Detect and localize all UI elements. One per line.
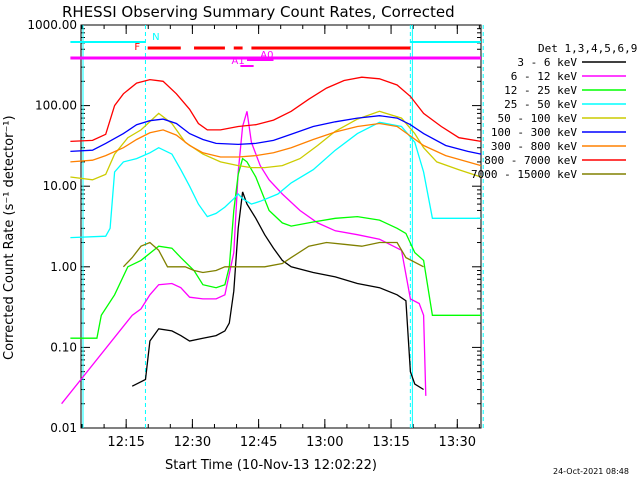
series-line-7 — [70, 76, 482, 143]
y-tick-label: 1.00 — [50, 260, 77, 274]
x-tick-label: 13:15 — [372, 435, 409, 450]
y-tick-label: 1000.00 — [27, 18, 77, 32]
plot-area: 1000.00 100.00 10.00 1.00 0.10 0.01 12:15 12:30… — [27, 18, 626, 450]
flag-label: A0 — [260, 50, 273, 61]
x-tick-label: 12:45 — [240, 435, 277, 450]
x-tick-label: 12:30 — [174, 435, 211, 450]
flag-label: A1 — [232, 56, 245, 67]
plot-frame — [80, 24, 482, 429]
series-line-8 — [122, 241, 424, 274]
y-tick-label: 0.01 — [50, 421, 77, 435]
y-axis-label: Corrected Count Rate (s⁻¹ detector⁻¹) — [2, 115, 17, 360]
series-line-4 — [70, 110, 482, 181]
flag-label: N — [152, 32, 159, 43]
legend-entry-label: 3 - 6 keV — [517, 56, 577, 69]
series-line-6 — [70, 122, 482, 167]
legend-entry-label: 6 - 12 keV — [511, 70, 578, 83]
footer-date: 24-Oct-2021 08:48 — [553, 467, 629, 476]
legend-entry-label: 7000 - 15000 keV — [471, 168, 577, 181]
legend-title: Det 1,3,4,5,6,9 — [538, 42, 637, 55]
y-tick-label: 10.00 — [43, 179, 77, 193]
flag-label: F — [134, 42, 140, 53]
y-tick-label: 100.00 — [35, 99, 77, 113]
legend-entry-label: 100 - 300 keV — [491, 126, 577, 139]
chart-title: RHESSI Observing Summary Count Rates, Co… — [62, 3, 455, 21]
legend-entry-label: 800 - 7000 keV — [484, 154, 577, 167]
series-line-5 — [70, 115, 482, 155]
x-tick-label: 12:15 — [107, 435, 144, 450]
x-tick-label: 13:30 — [439, 435, 476, 450]
series-line-1 — [61, 111, 427, 405]
x-axis-label: Start Time (10-Nov-13 12:02:22) — [165, 458, 377, 473]
legend-entry-label: 300 - 800 keV — [491, 140, 577, 153]
legend-entry-label: 50 - 100 keV — [498, 112, 578, 125]
x-tick-label: 13:00 — [306, 435, 343, 450]
legend-entry-label: 25 - 50 keV — [504, 98, 577, 111]
series-line-3 — [70, 121, 481, 239]
legend-entry-label: 12 - 25 keV — [504, 84, 577, 97]
series-line-2 — [70, 157, 481, 339]
series-line-0 — [131, 191, 424, 391]
y-tick-label: 0.10 — [50, 340, 77, 354]
